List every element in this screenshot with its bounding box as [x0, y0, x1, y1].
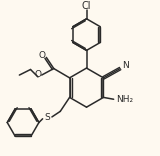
Text: O: O	[38, 51, 45, 60]
Text: NH₂: NH₂	[116, 95, 133, 104]
Text: S: S	[44, 113, 50, 122]
Text: Cl: Cl	[82, 1, 91, 11]
Text: O: O	[34, 70, 41, 79]
Text: N: N	[122, 61, 129, 70]
